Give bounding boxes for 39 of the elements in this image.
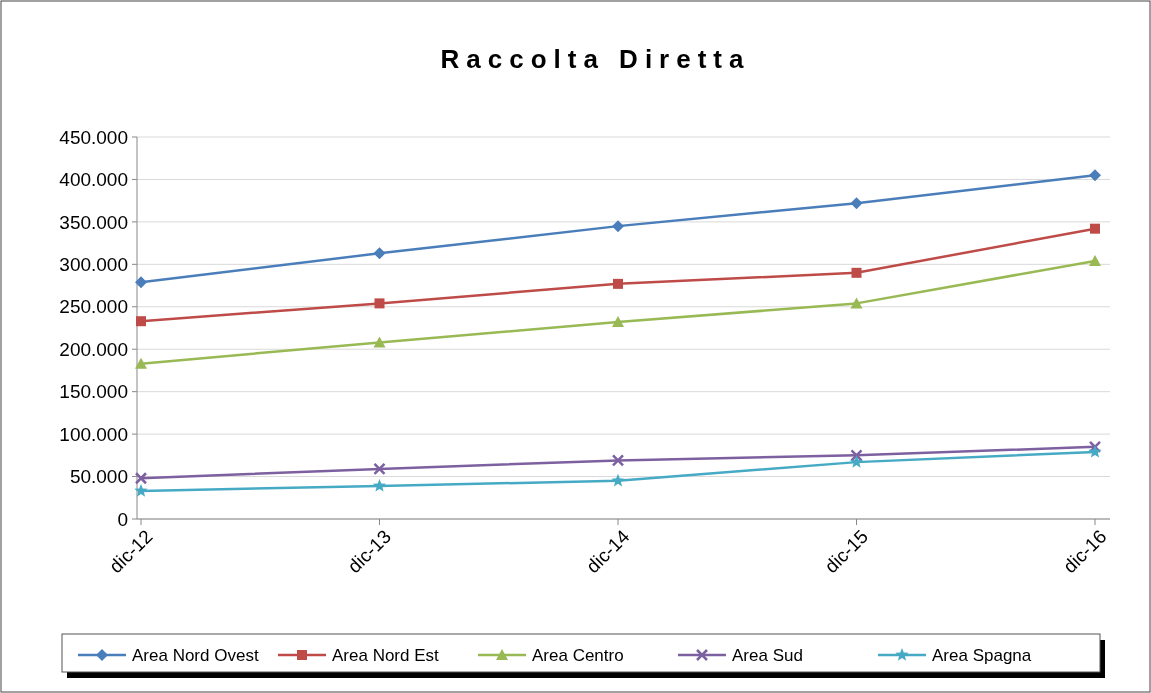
y-tick-label: 0 <box>117 508 128 530</box>
point <box>851 267 862 278</box>
y-tick-label: 350.000 <box>59 211 128 233</box>
point <box>1090 223 1100 234</box>
y-tick-label: 300.000 <box>59 253 128 275</box>
point <box>135 276 147 289</box>
legend-label: Area Spagna <box>932 645 1032 665</box>
legend-label: Area Nord Ovest <box>132 645 259 665</box>
point <box>136 316 146 327</box>
y-tick-label: 100.000 <box>59 423 128 445</box>
point <box>373 247 386 260</box>
point <box>134 472 148 485</box>
point <box>374 298 385 309</box>
point <box>611 473 625 487</box>
legend-label: Area Sud <box>732 645 803 665</box>
point <box>849 455 864 468</box>
point <box>134 483 148 497</box>
y-tick-label: 200.000 <box>59 338 128 360</box>
point <box>372 478 387 492</box>
point <box>373 462 386 476</box>
point <box>135 357 147 369</box>
point <box>1089 254 1101 266</box>
y-tick-label: 450.000 <box>59 126 128 148</box>
y-tick-label: 400.000 <box>59 169 128 191</box>
point <box>850 197 863 210</box>
chart-title: Raccolta Diretta <box>440 44 751 74</box>
point <box>613 278 623 289</box>
point <box>1089 169 1101 182</box>
point <box>850 297 863 309</box>
legend-label: Area Nord Est <box>332 645 440 665</box>
point <box>373 336 386 348</box>
point <box>612 220 624 233</box>
y-tick-label: 250.000 <box>59 296 128 318</box>
point <box>611 454 625 467</box>
y-tick-label: 150.000 <box>59 381 128 403</box>
legend-label: Area Centro <box>532 645 624 665</box>
point <box>1088 444 1102 458</box>
point <box>612 316 624 328</box>
y-tick-label: 50.000 <box>69 466 128 488</box>
